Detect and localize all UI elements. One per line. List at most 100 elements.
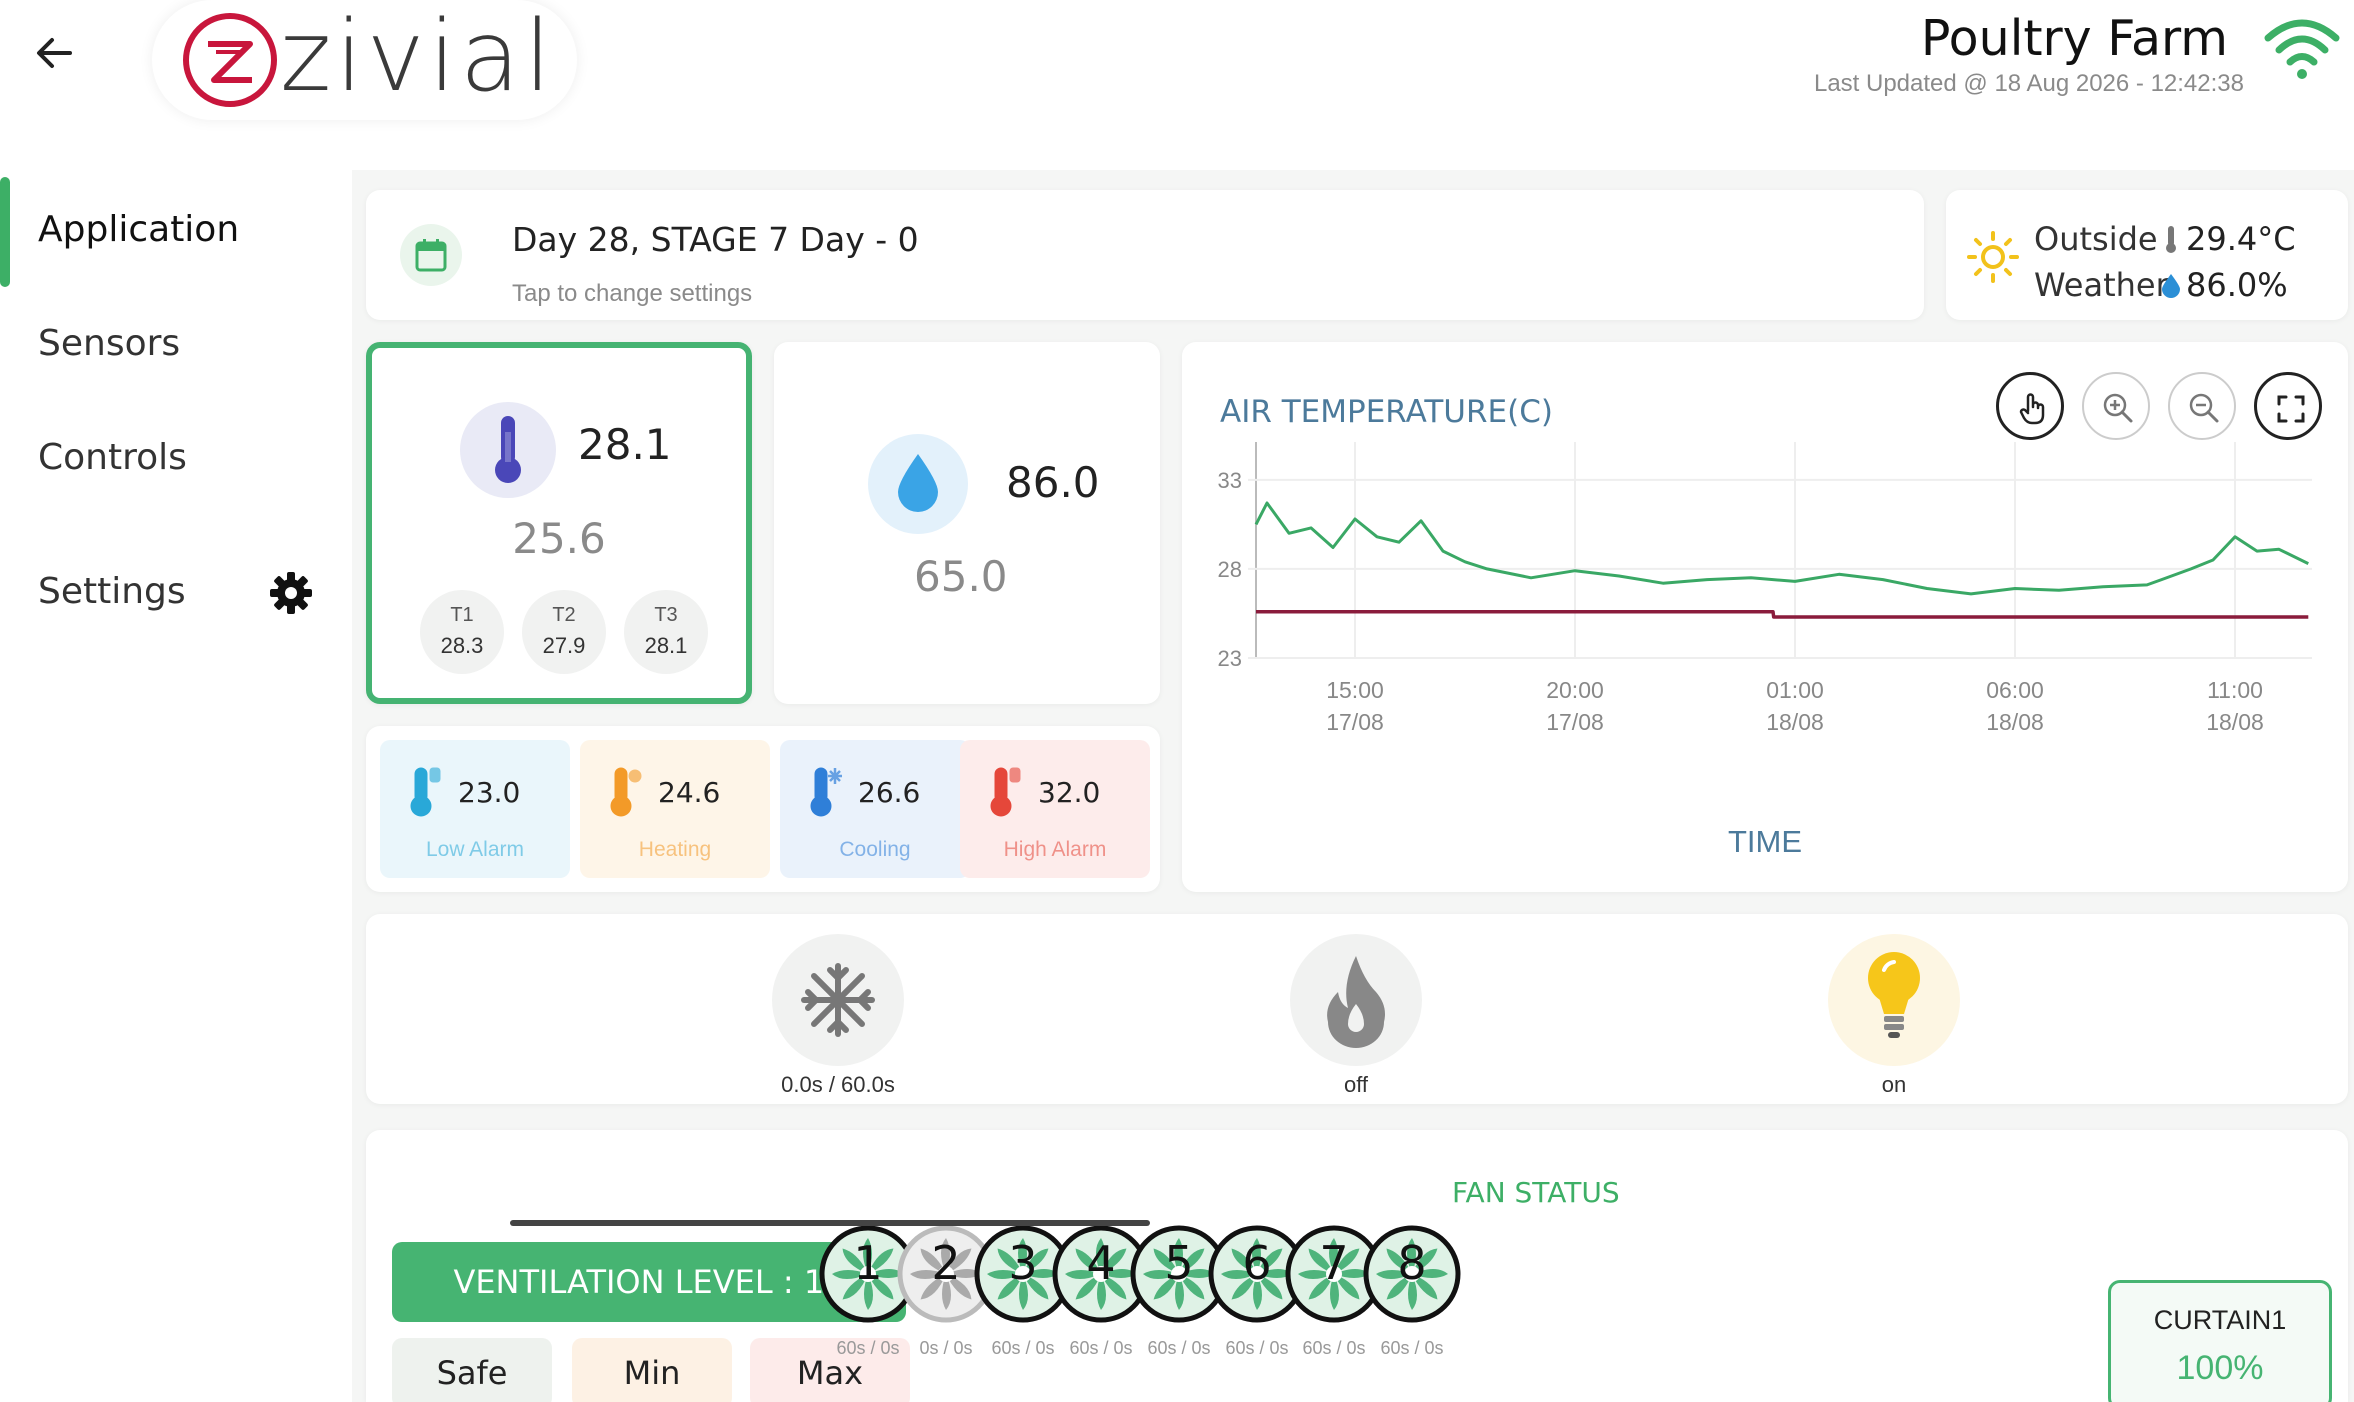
calendar-icon [400,224,462,286]
outside-weather-card: Outside Weather 29.4°C 86.0% [1946,190,2348,320]
fan-4-timing: 60s / 0s [1069,1338,1133,1358]
fan-2-button[interactable]: 2 [896,1224,996,1324]
mode-min-button[interactable]: Min [572,1338,732,1402]
x-tick-time: 06:00 [1986,677,2044,703]
x-tick-time: 11:00 [2207,677,2263,703]
light-status-button[interactable] [1828,934,1960,1066]
air-temperature-chart-card: AIR TEMPERATURE(C) 23 28 33 15:00 17/08 20:00… [1182,342,2348,892]
low-alarm-value: 23.0 [458,776,521,809]
cooling-label: Cooling [839,838,911,861]
fan-8-button[interactable]: 8 [1362,1224,1462,1324]
fan-number: 3 [1008,1236,1038,1290]
fan-number: 7 [1319,1236,1349,1290]
horizontal-scrollbar[interactable] [510,1220,1150,1226]
fan-1-button[interactable]: 1 [818,1224,918,1324]
fullscreen-button[interactable] [2254,372,2322,440]
zoom-out-icon [2189,393,2219,423]
air-temperature-chart[interactable]: 23 28 33 15:00 17/08 20:00 17/08 01:00 18/08 06:0… [1182,342,2348,892]
fan-icon [1363,1225,1461,1323]
hand-pointer-icon [2019,393,2045,425]
zoom-in-icon [2103,393,2133,423]
fan-icon [1208,1225,1306,1323]
humidity-card[interactable]: 86.0 65.0 [774,342,1160,704]
fan-4-button[interactable]: 4 [1051,1224,1151,1324]
logo-mark-icon [183,13,277,107]
water-drop-icon [868,434,968,534]
fan-icon [897,1225,995,1323]
fan-8-timing: 60s / 0s [1380,1338,1444,1358]
heating-value: 24.6 [658,776,721,809]
cooling-tile[interactable]: 26.6 Cooling [780,740,970,878]
fan-status-title: FAN STATUS [1452,1176,1620,1209]
fan-icon [819,1225,917,1323]
heating-tile[interactable]: 24.6 Heating [580,740,770,878]
temperature-card[interactable]: 28.1 25.6 T1 28.3 T2 27.9 T3 28.1 [366,342,752,704]
gear-icon[interactable] [268,570,314,616]
fan-1-timing: 60s / 0s [836,1338,900,1358]
current-humidity: 86.0 [1006,458,1100,507]
thermometer-icon [460,402,556,498]
sidebar: Application Sensors Controls Settings [0,165,352,1402]
last-updated-text: Last Updated @ 18 Aug 2026 - 12:42:38 [1813,70,2244,97]
fan-3-button[interactable]: 3 [973,1224,1073,1324]
thresholds-card: 23.0 Low Alarm 24.6 Heating 26.6 Cooling… [366,726,1160,892]
fan-2-timing: 0s / 0s [919,1338,973,1358]
zoom-out-button[interactable] [2168,372,2236,440]
x-tick-time: 15:00 [1326,677,1384,703]
cooling-status-button[interactable] [772,934,904,1066]
day-stage-title: Day 28, STAGE 7 Day - 0 [512,220,919,259]
high-alarm-value: 32.0 [1038,776,1101,809]
fan-5-timing: 60s / 0s [1147,1338,1211,1358]
fan-number: 1 [853,1236,883,1290]
heating-label: Heating [638,838,712,861]
logo: zivial [152,0,577,120]
fan-number: 5 [1164,1236,1194,1290]
x-tick-date: 18/08 [1766,709,1824,735]
fan-number: 2 [931,1236,961,1290]
fan-number: 6 [1242,1236,1272,1290]
target-humidity: 65.0 [914,552,1008,601]
target-temperature: 25.6 [512,514,606,563]
high-alarm-tile[interactable]: 32.0 High Alarm [960,740,1150,878]
current-temperature: 28.1 [578,420,672,469]
heater-status-button[interactable] [1290,934,1422,1066]
low-alarm-label: Low Alarm [425,838,525,861]
sidebar-item-sensors[interactable]: Sensors [38,323,181,364]
farm-title: Poultry Farm [1920,10,2228,67]
day-stage-card[interactable]: Day 28, STAGE 7 Day - 0 Tap to change se… [366,190,1924,320]
outside-humidity: 86.0% [2186,266,2288,304]
curtain-tile[interactable]: CURTAIN1 100% [2108,1280,2332,1402]
y-tick-label: 33 [1218,468,1242,493]
day-stage-subtitle: Tap to change settings [512,280,753,307]
light-bulb-icon [1868,952,1920,1038]
x-tick-time: 20:00 [1546,677,1604,703]
mode-safe-button[interactable]: Safe [392,1338,552,1402]
curtain-value: 100% [2176,1349,2264,1387]
fan-icon [974,1225,1072,1323]
back-arrow-icon[interactable] [30,28,80,78]
thermometer-icon [2166,226,2176,253]
fan-number: 8 [1397,1236,1427,1290]
outside-temperature: 29.4°C [2186,220,2296,258]
mode-max-button[interactable]: Max [750,1338,910,1402]
sensor-t1: T1 28.3 [420,590,504,674]
fan-number: 4 [1086,1236,1116,1290]
low-alarm-tile[interactable]: 23.0 Low Alarm [380,740,570,878]
cooling-status-text: 0.0s / 60.0s [781,1072,895,1097]
high-alarm-label: High Alarm [1003,838,1107,861]
target-series-line [1256,609,2309,619]
sidebar-item-settings[interactable]: Settings [38,571,186,612]
sidebar-item-application[interactable]: Application [38,209,240,250]
y-tick-label: 28 [1218,557,1242,582]
low-alarm-thermometer-icon [410,767,441,817]
heater-status-text: off [1343,1072,1369,1097]
zoom-in-button[interactable] [2082,372,2150,440]
pan-hand-button[interactable] [1996,372,2064,440]
x-tick-date: 18/08 [2206,709,2264,735]
wifi-icon [2262,14,2342,84]
x-tick-time: 01:00 [1766,677,1824,703]
fan-6-button[interactable]: 6 [1207,1224,1307,1324]
x-tick-date: 17/08 [1546,709,1604,735]
sidebar-item-controls[interactable]: Controls [38,437,187,478]
cooling-value: 26.6 [858,776,921,809]
